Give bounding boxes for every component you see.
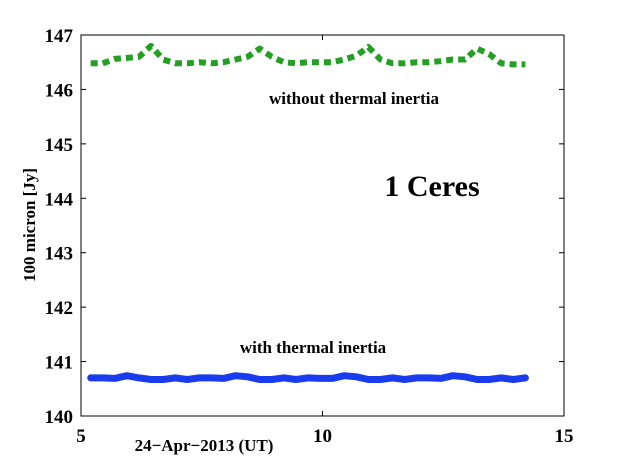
annotation-object-name: 1 Ceres: [384, 170, 479, 203]
y-axis-title: 100 micron [Jy]: [20, 168, 39, 282]
y-tick-label: 146: [45, 80, 74, 101]
y-tick-label: 140: [45, 407, 74, 428]
series-line-without-thermal-inertia: [90, 42, 526, 68]
annotation-with-thermal-inertia: with thermal inertia: [240, 338, 387, 357]
y-tick-label: 141: [45, 353, 74, 374]
plot-frame: [80, 34, 565, 417]
axis-ticks: [80, 34, 565, 417]
axis-tick-labels: 5 10 15 140 141 142 143 144 145 146 147: [45, 26, 574, 447]
x-tick-label: 10: [313, 426, 332, 447]
annotation-without-thermal-inertia: without thermal inertia: [269, 89, 439, 108]
x-axis-title: 24−Apr−2013 (UT): [135, 436, 274, 455]
y-tick-label: 144: [45, 189, 74, 210]
y-tick-label: 142: [45, 298, 74, 319]
x-tick-label: 5: [76, 426, 86, 447]
x-tick-label: 15: [555, 426, 574, 447]
series-line-with-thermal-inertia: [87, 372, 529, 383]
series-layer: [87, 42, 529, 383]
y-tick-label: 143: [45, 244, 74, 265]
y-tick-label: 145: [45, 135, 74, 156]
y-tick-label: 147: [45, 26, 74, 47]
